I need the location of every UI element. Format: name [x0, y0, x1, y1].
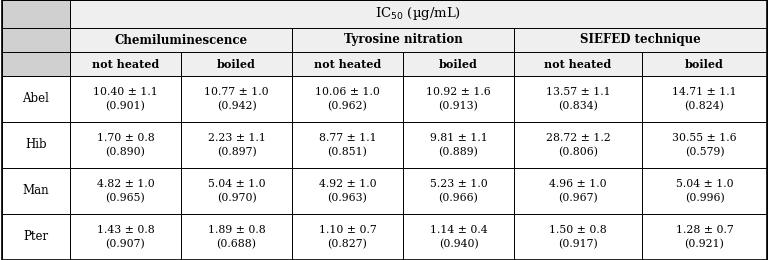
Bar [2, 52, 70, 76]
Bar [292, 122, 403, 168]
Bar [70, 214, 181, 260]
Text: 5.04 ± 1.0
(0.970): 5.04 ± 1.0 (0.970) [208, 179, 265, 203]
Bar [642, 122, 767, 168]
Text: 1.28 ± 0.7
(0.921): 1.28 ± 0.7 (0.921) [676, 225, 734, 249]
Bar [514, 168, 642, 214]
Text: 4.96 ± 1.0
(0.967): 4.96 ± 1.0 (0.967) [549, 179, 607, 203]
Text: 1.50 ± 0.8
(0.917): 1.50 ± 0.8 (0.917) [549, 225, 607, 249]
Bar [514, 52, 642, 76]
Text: 14.71 ± 1.1
(0.824): 14.71 ± 1.1 (0.824) [672, 87, 737, 111]
Text: 10.77 ± 1.0
(0.942): 10.77 ± 1.0 (0.942) [205, 87, 269, 111]
Text: 10.40 ± 1.1
(0.901): 10.40 ± 1.1 (0.901) [93, 87, 158, 111]
Bar [181, 52, 292, 76]
Bar [2, 76, 70, 122]
Bar [403, 76, 514, 122]
Text: not heated: not heated [544, 58, 611, 69]
Bar [642, 214, 767, 260]
Bar [403, 52, 514, 76]
Bar [2, 0, 70, 28]
Bar [642, 52, 767, 76]
Bar [292, 168, 403, 214]
Bar [292, 52, 403, 76]
Bar [70, 76, 181, 122]
Bar [642, 76, 767, 122]
Text: 1.10 ± 0.7
(0.827): 1.10 ± 0.7 (0.827) [318, 225, 376, 249]
Bar [514, 214, 642, 260]
Bar [70, 28, 292, 52]
Text: SIEFED technique: SIEFED technique [580, 34, 701, 47]
Bar [642, 168, 767, 214]
Bar [70, 122, 181, 168]
Text: 13.57 ± 1.1
(0.834): 13.57 ± 1.1 (0.834) [546, 87, 611, 111]
Text: 5.23 ± 1.0
(0.966): 5.23 ± 1.0 (0.966) [430, 179, 488, 203]
Text: 4.92 ± 1.0
(0.963): 4.92 ± 1.0 (0.963) [318, 179, 376, 203]
Text: 1.14 ± 0.4
(0.940): 1.14 ± 0.4 (0.940) [430, 225, 488, 249]
Text: boiled: boiled [439, 58, 478, 69]
Bar [292, 76, 403, 122]
Text: 5.04 ± 1.0
(0.996): 5.04 ± 1.0 (0.996) [676, 179, 734, 203]
Bar [70, 0, 767, 28]
Text: 10.92 ± 1.6
(0.913): 10.92 ± 1.6 (0.913) [426, 87, 491, 111]
Bar [181, 122, 292, 168]
Bar [292, 214, 403, 260]
Text: 8.77 ± 1.1
(0.851): 8.77 ± 1.1 (0.851) [318, 133, 376, 157]
Text: 30.55 ± 1.6
(0.579): 30.55 ± 1.6 (0.579) [672, 133, 737, 157]
Text: Tyrosine nitration: Tyrosine nitration [344, 34, 462, 47]
Bar [403, 214, 514, 260]
Text: 2.23 ± 1.1
(0.897): 2.23 ± 1.1 (0.897) [208, 133, 265, 157]
Bar [403, 122, 514, 168]
Bar [403, 168, 514, 214]
Text: Chemiluminescence: Chemiluminescence [115, 34, 248, 47]
Bar [292, 28, 514, 52]
Bar [514, 76, 642, 122]
Bar [2, 214, 70, 260]
Bar [2, 28, 70, 52]
Bar [181, 76, 292, 122]
Text: not heated: not heated [92, 58, 159, 69]
Text: 4.82 ± 1.0
(0.965): 4.82 ± 1.0 (0.965) [97, 179, 155, 203]
Text: boiled: boiled [217, 58, 256, 69]
Text: 1.89 ± 0.8
(0.688): 1.89 ± 0.8 (0.688) [208, 225, 265, 249]
Text: 28.72 ± 1.2
(0.806): 28.72 ± 1.2 (0.806) [546, 133, 611, 157]
Text: Abel: Abel [22, 93, 49, 106]
Text: IC$_{50}$ (µg/mL): IC$_{50}$ (µg/mL) [375, 5, 461, 23]
Bar [514, 28, 767, 52]
Bar [70, 52, 181, 76]
Bar [514, 122, 642, 168]
Text: 10.06 ± 1.0
(0.962): 10.06 ± 1.0 (0.962) [315, 87, 380, 111]
Bar [2, 122, 70, 168]
Text: 9.81 ± 1.1
(0.889): 9.81 ± 1.1 (0.889) [430, 133, 488, 157]
Bar [181, 214, 292, 260]
Text: Man: Man [23, 185, 49, 198]
Bar [70, 168, 181, 214]
Bar [181, 168, 292, 214]
Bar [2, 168, 70, 214]
Text: not heated: not heated [314, 58, 381, 69]
Text: Hib: Hib [25, 139, 47, 152]
Text: 1.43 ± 0.8
(0.907): 1.43 ± 0.8 (0.907) [97, 225, 155, 249]
Text: Pter: Pter [23, 231, 48, 244]
Text: boiled: boiled [685, 58, 724, 69]
Text: 1.70 ± 0.8
(0.890): 1.70 ± 0.8 (0.890) [97, 133, 155, 157]
